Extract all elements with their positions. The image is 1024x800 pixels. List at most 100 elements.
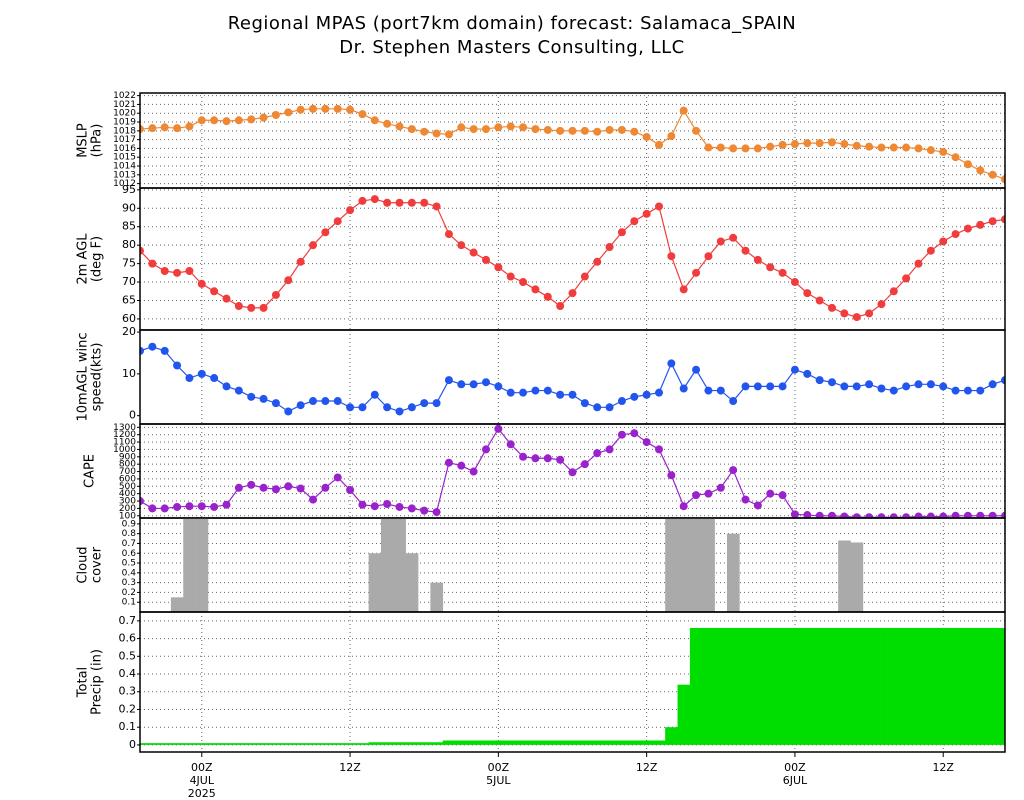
point xyxy=(395,407,404,416)
bar xyxy=(764,627,777,745)
point xyxy=(790,278,799,287)
point xyxy=(259,394,268,403)
y-tick-label: 0.7 xyxy=(119,614,137,627)
point xyxy=(358,110,367,119)
bar xyxy=(838,540,851,612)
x-tick-label: 00Z xyxy=(488,761,510,774)
y-tick-label: 0.5 xyxy=(122,559,136,569)
point xyxy=(902,513,911,518)
point xyxy=(840,309,849,318)
point xyxy=(667,132,676,141)
bar xyxy=(998,627,1005,745)
y-tick-label: 0 xyxy=(129,409,136,422)
point xyxy=(284,407,293,416)
point xyxy=(704,489,713,498)
panel xyxy=(140,424,1005,518)
point xyxy=(815,376,824,385)
point xyxy=(383,119,392,128)
point xyxy=(988,380,997,389)
point xyxy=(889,143,898,152)
point xyxy=(494,263,503,272)
bar xyxy=(442,740,456,745)
bar xyxy=(875,627,888,745)
point xyxy=(234,116,243,125)
point xyxy=(976,220,985,229)
bar xyxy=(195,743,209,745)
point xyxy=(197,116,206,125)
bar xyxy=(356,743,369,745)
point xyxy=(432,202,441,211)
point xyxy=(729,144,738,153)
panel-frame xyxy=(139,517,1006,613)
point xyxy=(704,386,713,395)
point xyxy=(580,272,589,281)
point xyxy=(766,263,775,272)
bar xyxy=(788,627,802,745)
panel xyxy=(140,518,1005,612)
chart-title: Regional MPAS (port7km domain) forecast:… xyxy=(228,13,797,34)
bar xyxy=(689,627,703,745)
point xyxy=(506,440,515,449)
point xyxy=(988,170,997,179)
point xyxy=(210,374,219,383)
point xyxy=(543,292,552,301)
point xyxy=(543,125,552,134)
point xyxy=(865,513,874,518)
bar xyxy=(850,627,864,745)
point xyxy=(655,388,663,397)
point xyxy=(679,285,688,294)
point xyxy=(914,380,923,389)
point xyxy=(877,300,886,309)
point xyxy=(605,125,614,134)
bar xyxy=(801,627,814,745)
point xyxy=(753,501,762,510)
y-tick-label: 1012 xyxy=(113,179,136,189)
bar xyxy=(516,740,530,745)
point xyxy=(531,125,540,134)
line xyxy=(140,346,1005,413)
y-tick-label: 85 xyxy=(122,220,136,233)
point xyxy=(852,382,861,391)
bar xyxy=(825,627,839,745)
date-label: 6JUL xyxy=(783,774,808,787)
y-tick-label: 1017 xyxy=(113,135,136,145)
point xyxy=(630,217,639,226)
bar xyxy=(294,743,308,745)
point xyxy=(655,202,663,211)
y-tick-label: 0 xyxy=(129,738,136,751)
point xyxy=(222,382,231,391)
point xyxy=(444,230,453,239)
bar xyxy=(146,743,159,745)
point xyxy=(741,495,750,504)
bar xyxy=(628,740,641,745)
bar xyxy=(974,627,987,745)
point xyxy=(926,380,935,389)
bar xyxy=(553,740,567,745)
bar xyxy=(937,627,950,745)
point xyxy=(370,195,379,204)
x-tick-label: 00Z xyxy=(784,761,806,774)
point xyxy=(889,287,898,296)
point xyxy=(877,143,886,152)
point xyxy=(679,502,688,511)
point xyxy=(778,491,787,500)
point xyxy=(593,257,602,266)
point xyxy=(222,500,231,509)
y-axis-label: (deg F) xyxy=(90,236,105,282)
y-axis-label: Total xyxy=(76,667,91,698)
point xyxy=(247,392,256,401)
point xyxy=(222,117,231,126)
point xyxy=(914,144,923,153)
bar xyxy=(924,627,938,745)
point xyxy=(951,386,960,395)
bar xyxy=(257,743,271,745)
y-tick-label: 1015 xyxy=(113,153,136,163)
bar xyxy=(418,742,431,745)
bar xyxy=(689,518,703,612)
point xyxy=(271,399,280,408)
point xyxy=(346,403,355,412)
point xyxy=(444,376,453,385)
point xyxy=(494,123,503,132)
bar xyxy=(306,743,320,745)
